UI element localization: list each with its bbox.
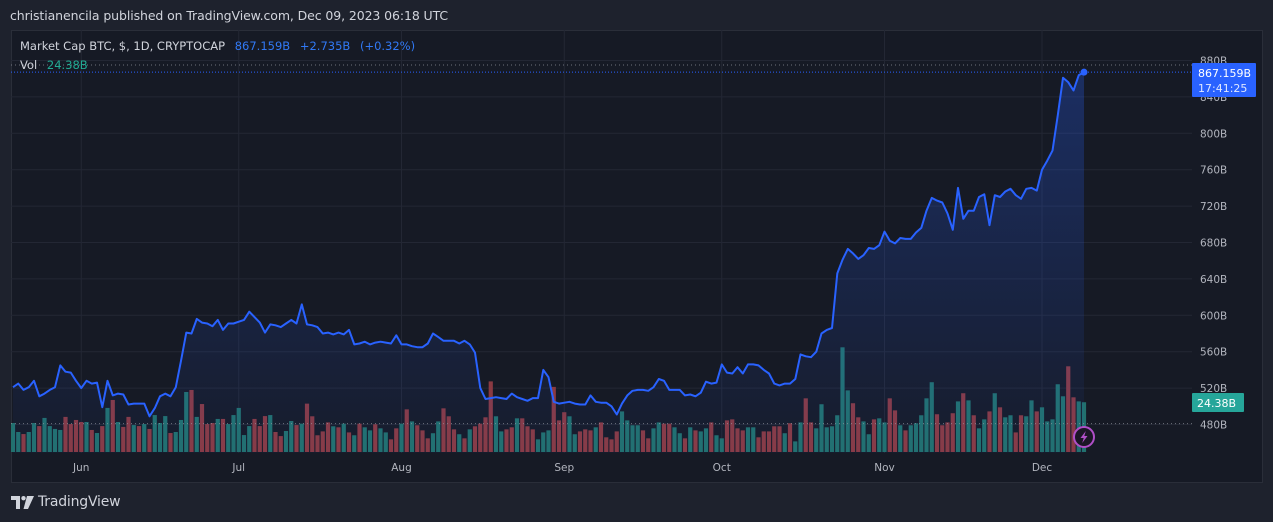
change-value: +2.735B <box>299 39 351 53</box>
publish-attribution: christianencila published on TradingView… <box>10 8 449 23</box>
time-axis-label: Jun <box>72 462 89 474</box>
lightning-icon[interactable] <box>1073 426 1095 448</box>
price-axis-label: 480B <box>1200 420 1227 432</box>
volume-tag: 24.38B <box>1192 393 1244 412</box>
price-axis-label: 800B <box>1200 128 1227 140</box>
price-axis[interactable]: 880B840B800B760B720B680B640B600B560B520B… <box>1200 56 1227 432</box>
time-axis-label: Aug <box>391 462 412 474</box>
time-axis[interactable]: Jun Jul Aug Sep Oct Nov Dec <box>72 462 1052 474</box>
time-axis-label: Jul <box>231 462 245 474</box>
last-price-tag-value: 867.159B <box>1198 67 1251 80</box>
price-axis-label: 760B <box>1200 165 1227 177</box>
volume-label: Vol <box>20 58 38 72</box>
time-axis-label: Oct <box>713 462 731 474</box>
price-axis-label: 680B <box>1200 238 1227 250</box>
volume-value: 24.38B <box>46 58 88 72</box>
volume-legend[interactable]: Vol 24.38B <box>20 58 94 72</box>
time-axis-label: Sep <box>554 462 574 474</box>
price-chart[interactable]: 880B840B800B760B720B680B640B600B560B520B… <box>11 30 1262 482</box>
last-price-dot <box>1080 68 1088 76</box>
price-axis-label: 600B <box>1200 310 1227 322</box>
price-area-fill <box>13 72 1084 453</box>
footer-brand[interactable]: TradingView <box>11 494 121 510</box>
symbol-legend[interactable]: Market Cap BTC, $, 1D, CRYPTOCAP 867.159… <box>20 39 421 53</box>
price-axis-label: 720B <box>1200 201 1227 213</box>
price-axis-label: 560B <box>1200 347 1227 359</box>
last-price-tag: 867.159B 17:41:25 <box>1192 63 1256 97</box>
last-value: 867.159B <box>234 39 291 53</box>
change-percent: (+0.32%) <box>359 39 416 53</box>
time-axis-label: Nov <box>874 462 895 474</box>
price-axis-label: 640B <box>1200 274 1227 286</box>
price-axis-label: 520B <box>1200 383 1227 395</box>
brand-name: TradingView <box>38 494 121 510</box>
time-axis-label: Dec <box>1032 462 1053 474</box>
bar-countdown: 17:41:25 <box>1198 82 1247 95</box>
tradingview-logo-icon <box>11 495 34 509</box>
volume-tag-value: 24.38B <box>1197 397 1236 410</box>
price-line <box>12 71 1085 418</box>
symbol-title: Market Cap BTC, $, 1D, CRYPTOCAP <box>20 39 226 53</box>
